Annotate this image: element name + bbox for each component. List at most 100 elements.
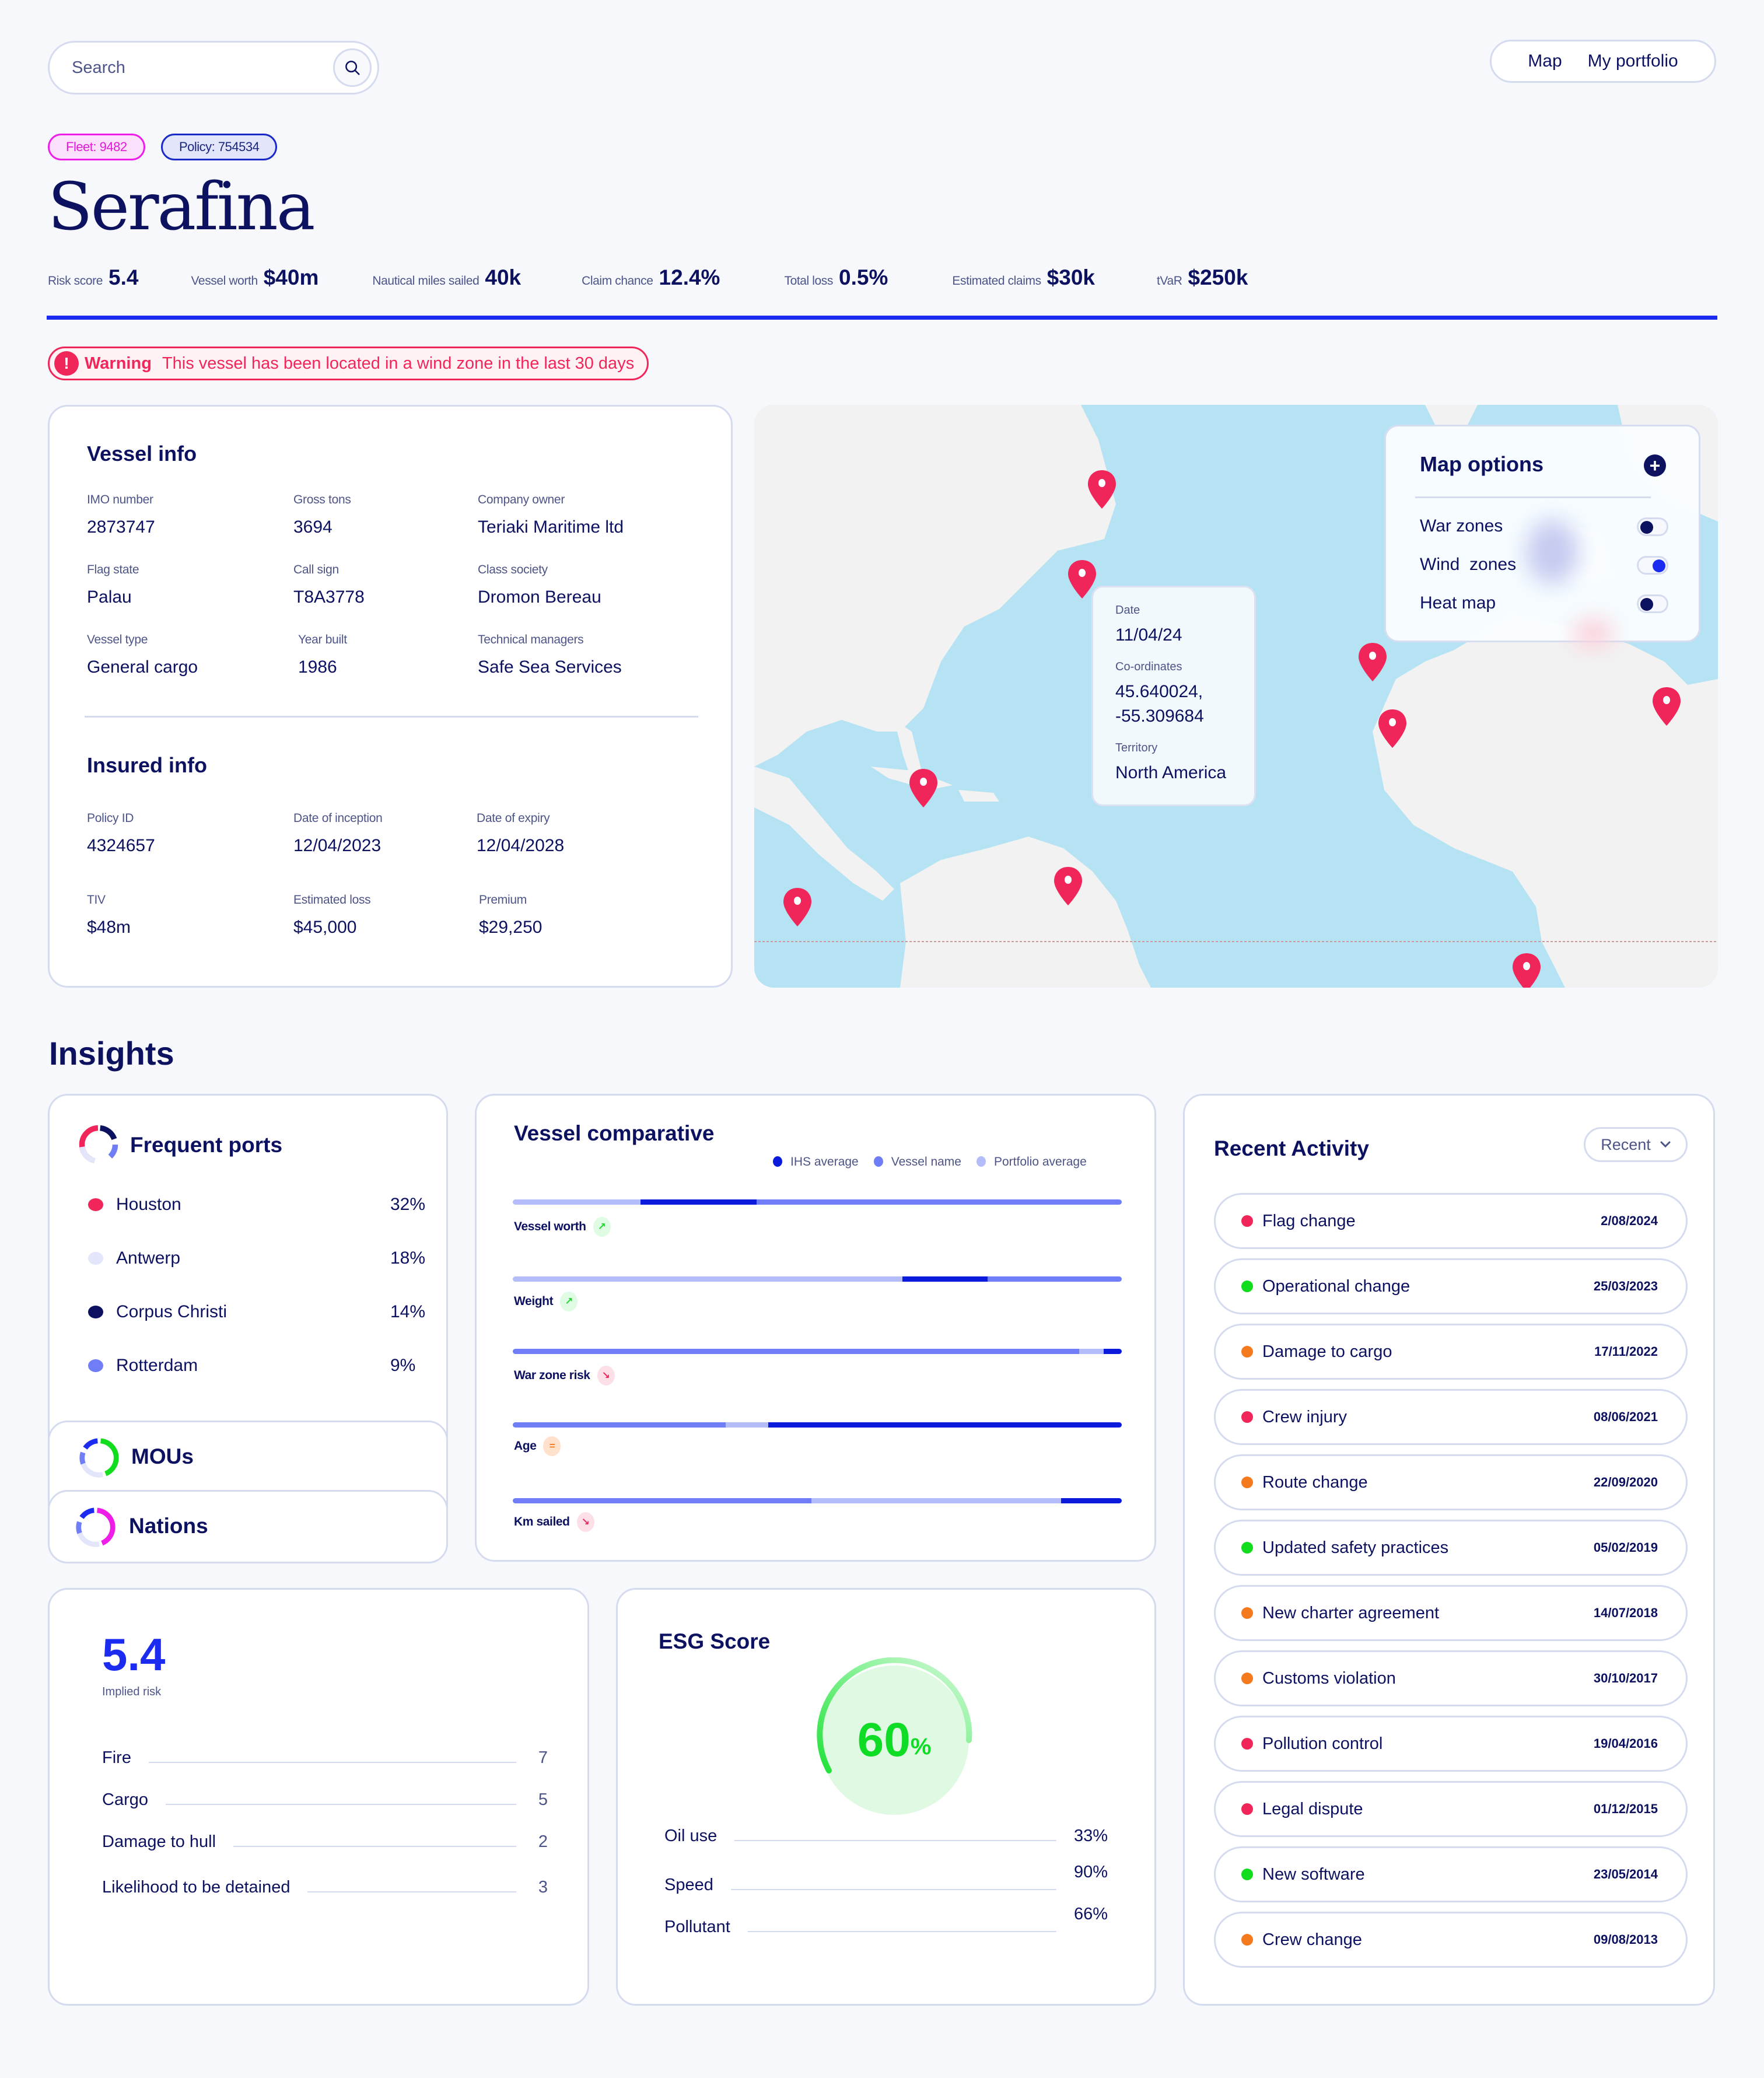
vessel-title: Serafina: [48, 169, 315, 245]
war-zones-toggle[interactable]: [1637, 517, 1668, 536]
trend-up-icon: ↗: [593, 1217, 611, 1237]
map-pin[interactable]: [1068, 560, 1096, 599]
activity-filter-dropdown[interactable]: Recent: [1584, 1127, 1688, 1162]
map-pin[interactable]: [1088, 470, 1116, 509]
activity-item[interactable]: New charter agreement 14/07/2018: [1214, 1585, 1688, 1641]
vessel-info-title: Vessel info: [87, 442, 197, 466]
field-premium: Premium $29,250: [479, 893, 542, 937]
wind-zones-toggle[interactable]: [1637, 556, 1668, 575]
stat-tvar: tVaR $250k: [1156, 265, 1248, 289]
vessel-map[interactable]: Date 11/04/24 Co-ordinates 45.640024, -5…: [754, 405, 1718, 988]
toggle-label-wind-zones: Wind zones: [1420, 555, 1517, 574]
blur-decoration: [1573, 619, 1614, 648]
fleet-tag[interactable]: Fleet: 9482: [48, 134, 145, 160]
comparison-bar: [513, 1498, 1122, 1503]
field-estimated-loss: Estimated loss $45,000: [293, 893, 371, 937]
recent-activity-title: Recent Activity: [1214, 1136, 1369, 1160]
activity-item[interactable]: Updated safety practices 05/02/2019: [1214, 1520, 1688, 1576]
toggle-label-heat-map: Heat map: [1420, 593, 1496, 613]
port-row: Antwerp 18%: [88, 1248, 425, 1268]
map-pin[interactable]: [1513, 953, 1541, 988]
field-class-society: Class society Dromon Bereau: [478, 563, 601, 607]
vessel-comparative-card: Vessel comparative IHS average Vessel na…: [475, 1094, 1156, 1562]
warning-banner: ! Warning This vessel has been located i…: [48, 347, 649, 380]
map-pin[interactable]: [909, 769, 937, 807]
comparison-bar: [513, 1276, 1122, 1282]
field-imo: IMO number 2873747: [87, 493, 155, 537]
stat-vessel-worth: Vessel worth $40m: [191, 265, 319, 289]
legend-item: Portfolio average: [976, 1155, 1087, 1169]
info-divider: [85, 716, 698, 718]
status-dot: [1241, 1542, 1253, 1554]
activity-item[interactable]: Customs violation 30/10/2017: [1214, 1650, 1688, 1706]
activity-item[interactable]: Legal dispute 01/12/2015: [1214, 1781, 1688, 1837]
activity-item[interactable]: Pollution control 19/04/2016: [1214, 1716, 1688, 1772]
trend-down-icon: ↘: [576, 1512, 594, 1532]
map-options-title: Map options: [1420, 452, 1544, 476]
map-pin[interactable]: [1378, 709, 1406, 748]
field-year-built: Year built 1986: [298, 633, 347, 677]
header-divider: [47, 316, 1717, 320]
activity-item[interactable]: Crew injury 08/06/2021: [1214, 1389, 1688, 1445]
port-color-dot: [88, 1198, 103, 1211]
map-options-divider: [1415, 496, 1651, 498]
status-dot: [1241, 1803, 1253, 1815]
search-input[interactable]: [72, 58, 305, 78]
port-color-dot: [88, 1306, 103, 1318]
map-pin[interactable]: [1653, 687, 1681, 726]
alert-icon: !: [54, 351, 79, 376]
comparison-label: War zone risk ↘: [514, 1366, 615, 1386]
esg-row: Pollutant 66%: [664, 1905, 1108, 1936]
port-row: Rotterdam 9%: [88, 1356, 415, 1376]
status-dot: [1241, 1869, 1253, 1880]
heat-map-toggle[interactable]: [1637, 594, 1668, 613]
esg-score-value: 60%: [857, 1713, 932, 1766]
activity-item[interactable]: Route change 22/09/2020: [1214, 1454, 1688, 1510]
chart-legend: IHS average Vessel name Portfolio averag…: [773, 1155, 1087, 1169]
nations-title: Nations: [129, 1514, 208, 1538]
search-button[interactable]: [333, 48, 372, 87]
comparison-label: Age =: [514, 1436, 561, 1456]
warning-title: Warning: [85, 354, 152, 373]
blur-decoration: [1526, 520, 1578, 584]
activity-item[interactable]: New software 23/05/2014: [1214, 1846, 1688, 1902]
activity-item[interactable]: Damage to cargo 17/11/2022: [1214, 1324, 1688, 1380]
trend-down-icon: ↘: [597, 1366, 615, 1386]
risk-row: Damage to hull 2: [102, 1832, 548, 1851]
stat-risk-score: Risk score 5.4: [48, 265, 139, 289]
warning-message: This vessel has been located in a wind z…: [162, 354, 635, 373]
policy-tag[interactable]: Policy: 754534: [161, 134, 278, 160]
esg-score-card: ESG Score 60% Oil use 33% Speed 90% Pollut…: [616, 1588, 1156, 2006]
map-pin[interactable]: [1054, 867, 1082, 905]
nav-map-link[interactable]: Map: [1528, 51, 1562, 71]
vessel-info-card: Vessel info IMO number 2873747 Gross tons…: [48, 405, 733, 988]
esg-row: Speed 90%: [664, 1863, 1108, 1894]
implied-risk-value: 5.4: [102, 1629, 166, 1680]
search-bar[interactable]: [48, 41, 379, 95]
port-row: Houston 32%: [88, 1195, 425, 1215]
tooltip-date: 11/04/24: [1115, 625, 1182, 645]
nations-card[interactable]: Nations: [48, 1490, 448, 1563]
port-color-dot: [88, 1359, 103, 1372]
top-nav: Map My portfolio: [1490, 40, 1716, 83]
toggle-label-war-zones: War zones: [1420, 516, 1503, 536]
field-date-expiry: Date of expiry 12/04/2028: [477, 811, 565, 855]
activity-item[interactable]: Crew change 09/08/2013: [1214, 1912, 1688, 1968]
chevron-down-icon: [1660, 1141, 1671, 1148]
mous-title: MOUs: [131, 1444, 194, 1468]
tooltip-lat: 45.640024,: [1115, 682, 1203, 701]
activity-item[interactable]: Operational change 25/03/2023: [1214, 1258, 1688, 1314]
comparison-bar: [513, 1349, 1122, 1354]
map-pin[interactable]: [1359, 643, 1387, 681]
map-options-panel: Map options + War zones Wind zones Heat …: [1384, 425, 1700, 648]
donut-chart-icon: [79, 1125, 118, 1164]
status-dot: [1241, 1281, 1253, 1292]
field-call-sign: Call sign T8A3778: [293, 563, 365, 607]
add-icon[interactable]: +: [1644, 454, 1666, 477]
map-pin[interactable]: [783, 888, 811, 926]
donut-chart-icon: [76, 1507, 116, 1547]
nav-portfolio-link[interactable]: My portfolio: [1587, 51, 1678, 71]
stat-nautical-miles: Nautical miles sailed 40k: [372, 265, 522, 289]
activity-item[interactable]: Flag change 2/08/2024: [1214, 1193, 1688, 1249]
stats-row: Risk score 5.4 Vessel worth $40m Nautical …: [48, 265, 1248, 290]
